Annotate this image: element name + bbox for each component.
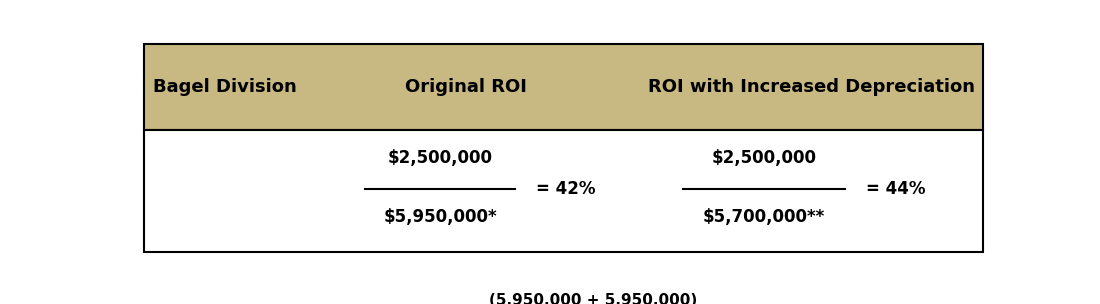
- Text: (5,950,000 + 5,950,000): (5,950,000 + 5,950,000): [490, 293, 697, 304]
- FancyBboxPatch shape: [144, 130, 983, 252]
- FancyBboxPatch shape: [144, 43, 983, 130]
- Text: Bagel Division: Bagel Division: [153, 78, 297, 96]
- Text: $5,950,000*: $5,950,000*: [383, 208, 497, 226]
- Text: ROI with Increased Depreciation: ROI with Increased Depreciation: [648, 78, 975, 96]
- Text: Original ROI: Original ROI: [405, 78, 527, 96]
- Text: $2,500,000: $2,500,000: [387, 149, 493, 167]
- Text: = 42%: = 42%: [537, 180, 596, 198]
- Text: = 44%: = 44%: [867, 180, 926, 198]
- Text: $5,700,000**: $5,700,000**: [703, 208, 825, 226]
- Text: $2,500,000: $2,500,000: [712, 149, 816, 167]
